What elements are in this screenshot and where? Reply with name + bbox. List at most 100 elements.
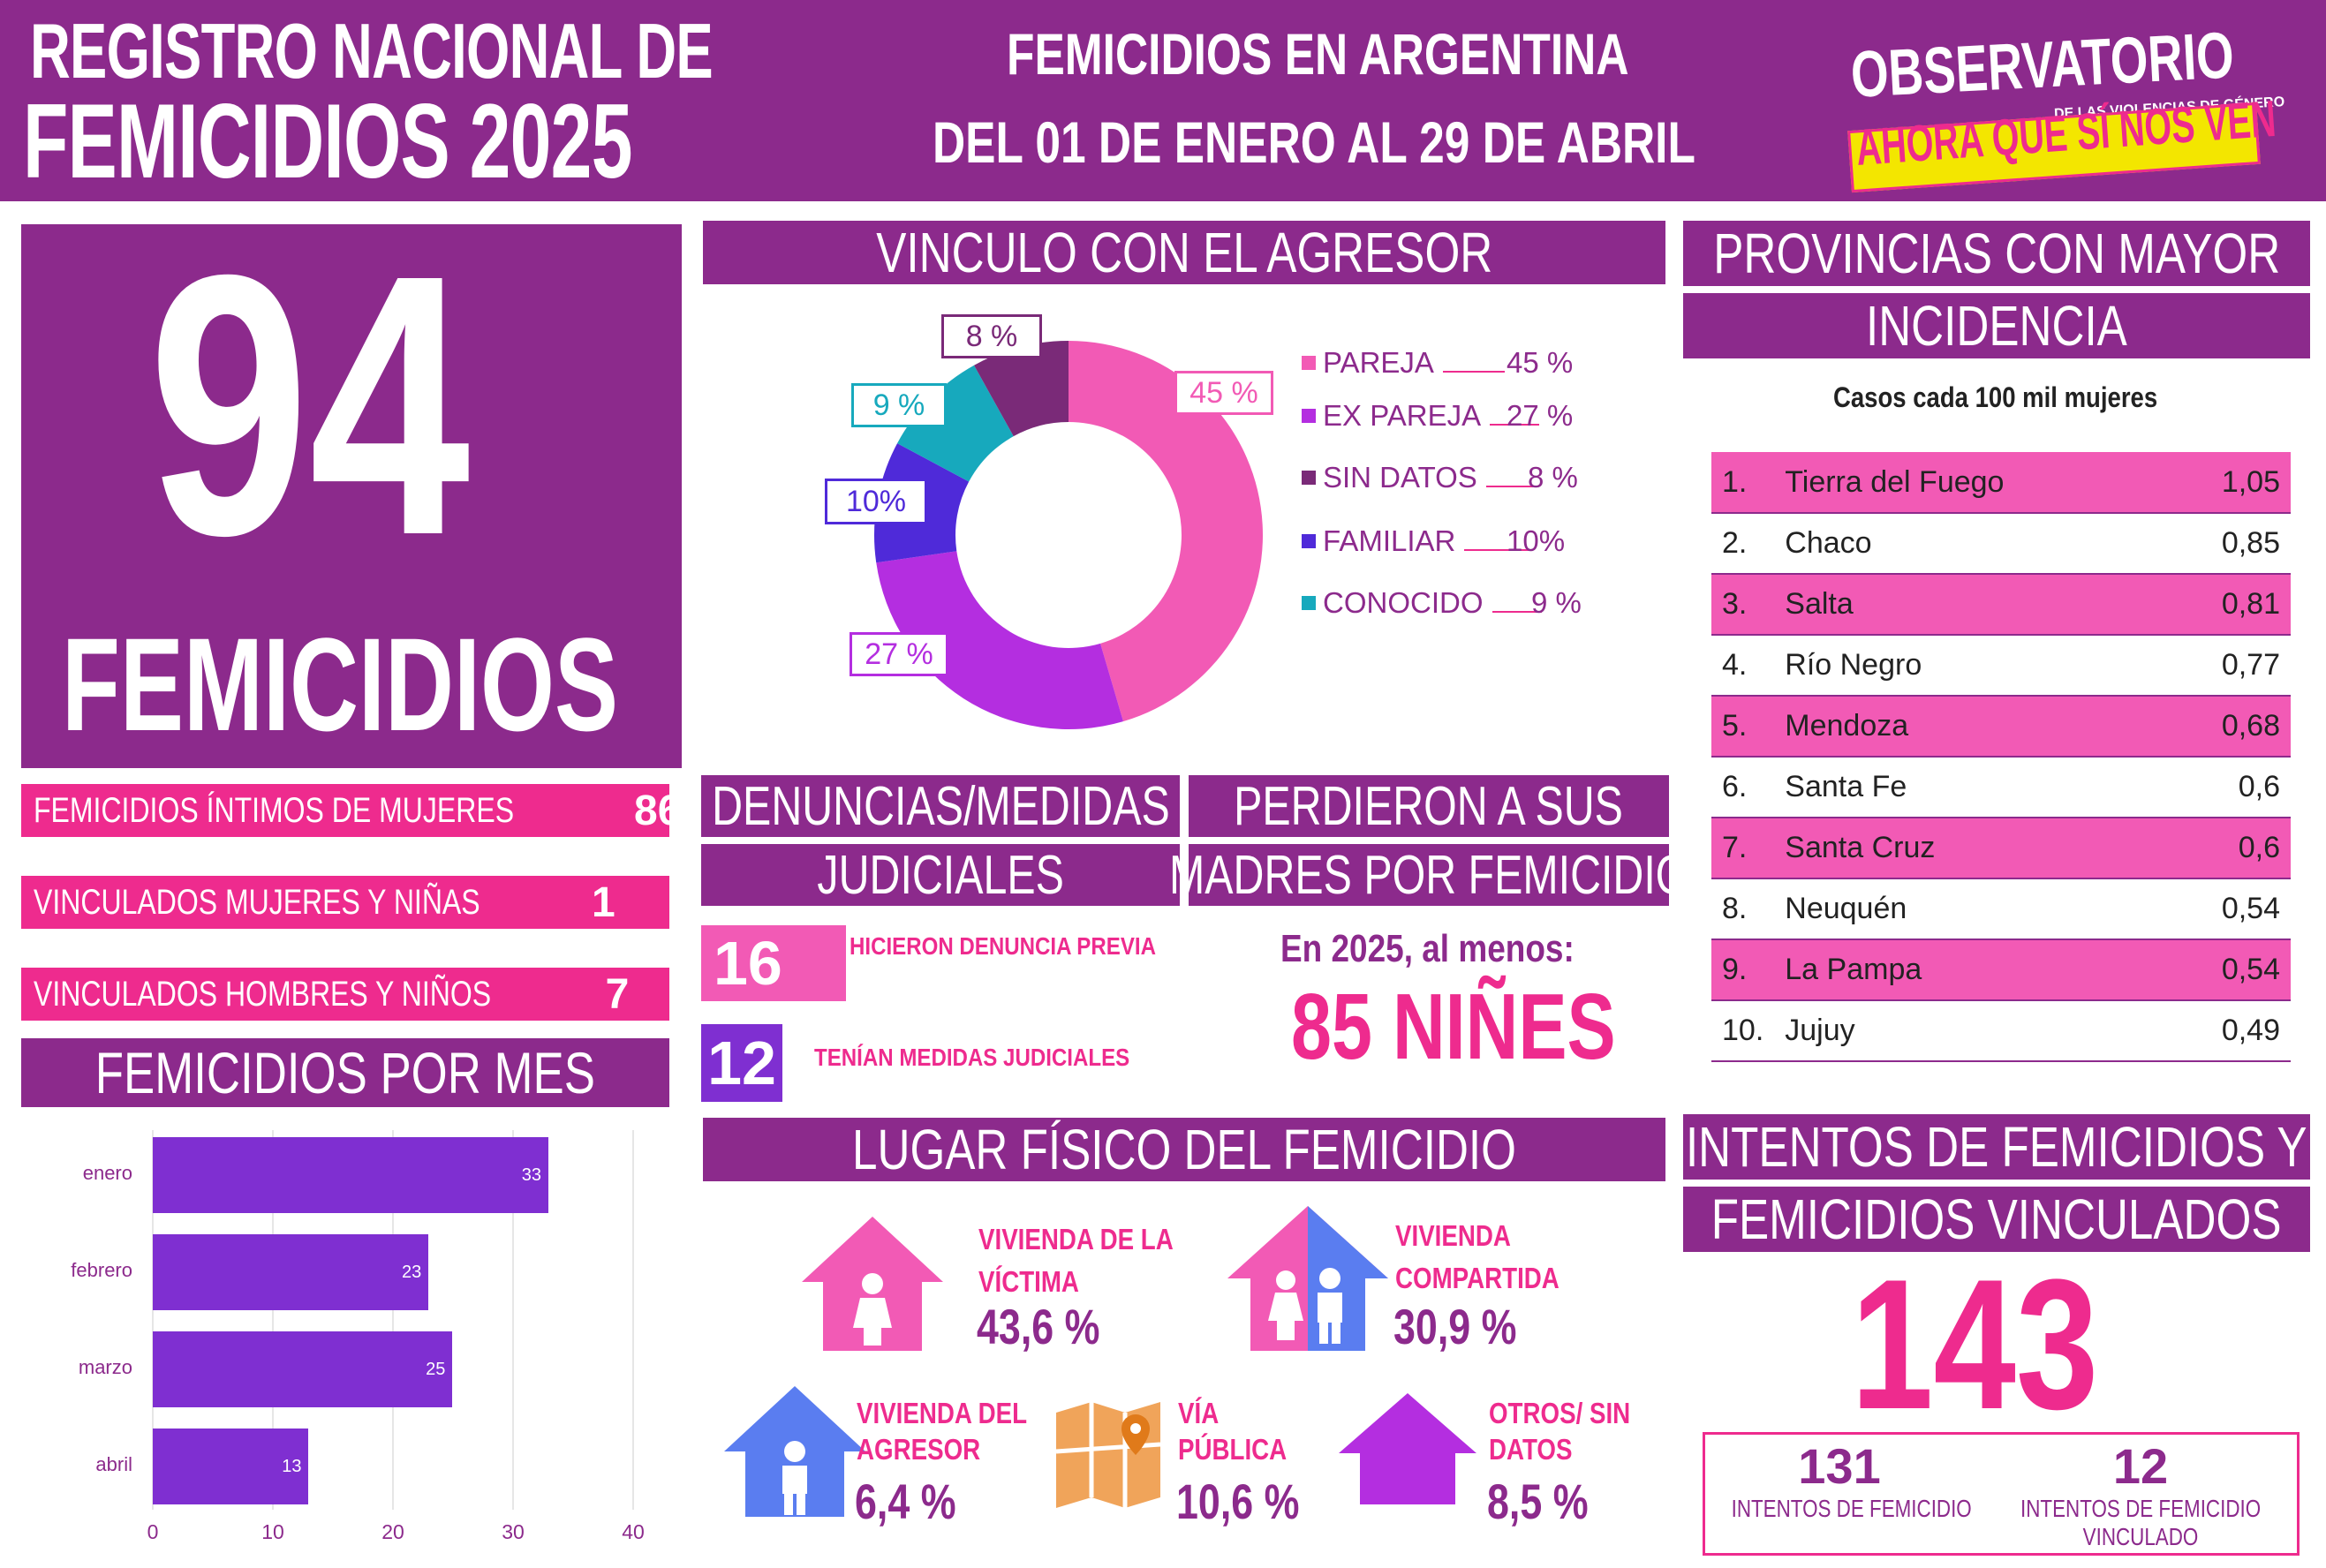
province-value: 0,54 bbox=[2221, 892, 2280, 925]
subtitle-line1: FEMICIDIOS EN ARGENTINA bbox=[1007, 21, 1629, 87]
province-value: 0,81 bbox=[2221, 587, 2280, 621]
lugar-agresor-pct: 6,4 % bbox=[855, 1474, 956, 1529]
province-value: 0,77 bbox=[2221, 648, 2280, 682]
legend-swatch bbox=[1302, 471, 1316, 485]
madres-number-word: NIÑES bbox=[1392, 975, 1616, 1079]
intentos-title-text: INTENTOS DE FEMICIDIOS Y bbox=[1686, 1115, 2307, 1179]
month-bar-abril: 13 bbox=[153, 1429, 309, 1504]
province-name: Santa Cruz bbox=[1785, 831, 1936, 864]
slice-label-pareja: 45 % bbox=[1174, 371, 1273, 415]
month-label-abril: abril bbox=[95, 1453, 132, 1475]
x-tick-20: 20 bbox=[381, 1520, 404, 1543]
lugar-victima-label: VIVIENDA DE LA VÍCTIMA bbox=[978, 1218, 1174, 1303]
province-name: Chaco bbox=[1785, 526, 1872, 560]
lugar-title-text: LUGAR FÍSICO DEL FEMICIDIO bbox=[852, 1118, 1516, 1181]
intentos-label: VINCULADO bbox=[2082, 1523, 2199, 1550]
house-woman-icon bbox=[802, 1217, 943, 1351]
month-bar-marzo: 25 bbox=[153, 1331, 453, 1407]
lugar-label-line: VIVIENDA DEL bbox=[857, 1397, 1028, 1429]
total-number: 94 bbox=[148, 199, 471, 613]
month-bar-value: 25 bbox=[426, 1359, 446, 1379]
house-man-icon bbox=[724, 1386, 865, 1517]
province-rank: 2. bbox=[1722, 526, 1748, 560]
province-rank: 4. bbox=[1722, 648, 1748, 682]
lugar-label-line: OTROS/ SIN bbox=[1489, 1397, 1631, 1429]
breakdown-row-mujeres-ninas: VINCULADOS MUJERES Y NIÑAS 1 bbox=[21, 876, 669, 929]
province-rank: 1. bbox=[1722, 464, 1748, 499]
grid-line-0 bbox=[152, 1130, 154, 1510]
legend-pct: 8 % bbox=[1528, 461, 1578, 494]
legend-swatch bbox=[1302, 356, 1316, 370]
intentos-title-text: FEMICIDIOS VINCULADOS bbox=[1711, 1187, 2282, 1251]
x-tick-10: 10 bbox=[261, 1520, 284, 1543]
x-tick-30: 30 bbox=[502, 1520, 525, 1543]
intentos-label: INTENTOS DE FEMICIDIO bbox=[2020, 1495, 2262, 1522]
province-rank: 5. bbox=[1722, 709, 1748, 743]
grid-line-30 bbox=[512, 1130, 514, 1510]
province-row: 5. Mendoza 0,68 bbox=[1711, 696, 2291, 757]
province-name: Salta bbox=[1785, 587, 1854, 621]
province-name: Mendoza bbox=[1785, 709, 1909, 743]
madres-number-value: 85 bbox=[1291, 975, 1372, 1079]
province-row: 1. Tierra del Fuego 1,05 bbox=[1711, 452, 2291, 513]
legend-leader bbox=[1485, 486, 1536, 487]
breakdown-label: FEMICIDIOS ÍNTIMOS DE MUJERES bbox=[34, 790, 515, 830]
province-value: 1,05 bbox=[2221, 464, 2280, 499]
map-location-icon bbox=[1055, 1402, 1161, 1508]
legend-swatch bbox=[1302, 596, 1316, 610]
legend-familiar: FAMILIAR 10% bbox=[1302, 524, 1565, 558]
province-name: La Pampa bbox=[1785, 953, 1922, 986]
vinculo-donut-chart bbox=[874, 341, 1263, 729]
breakdown-row-intimos: FEMICIDIOS ÍNTIMOS DE MUJERES 86 bbox=[21, 784, 681, 837]
province-name: Río Negro bbox=[1785, 648, 1922, 682]
province-value: 0,85 bbox=[2221, 526, 2280, 560]
intentos-value: 131 bbox=[1798, 1438, 1881, 1494]
grid-line-40 bbox=[632, 1130, 634, 1510]
slice-label-familiar: 10% bbox=[825, 479, 927, 524]
province-rank: 3. bbox=[1722, 587, 1748, 621]
slice-label-sin-datos: 8 % bbox=[941, 314, 1042, 358]
lugar-label-line: VIVIENDA DE LA bbox=[978, 1223, 1174, 1255]
intentos-label: INTENTOS DE FEMICIDIO bbox=[1731, 1495, 1972, 1522]
donut-slice-conocido bbox=[897, 365, 1014, 482]
lugar-otros-pct: 8,5 % bbox=[1487, 1474, 1589, 1529]
lugar-label-line: DATOS bbox=[1489, 1433, 1573, 1466]
legend-label: FAMILIAR bbox=[1323, 524, 1456, 557]
lugar-label-line: VÍA bbox=[1178, 1397, 1220, 1429]
grid-line-20 bbox=[392, 1130, 394, 1510]
monthly-title-text: FEMICIDIOS POR MES bbox=[94, 1040, 596, 1105]
province-value: 0,49 bbox=[2221, 1014, 2280, 1047]
intentos-item-vinculado: 12 INTENTOS DE FEMICIDIO VINCULADO bbox=[1990, 1437, 2291, 1551]
main-title-line2: FEMICIDIOS 2025 bbox=[23, 82, 632, 200]
lugar-label-line: AGRESOR bbox=[857, 1433, 981, 1466]
province-name: Neuquén bbox=[1785, 892, 1907, 925]
denuncias-title-line1: DENUNCIAS/MEDIDAS bbox=[701, 775, 1180, 837]
provincias-title-text: INCIDENCIA bbox=[1866, 294, 2127, 358]
medidas-judiciales-box: 12 bbox=[701, 1024, 782, 1102]
legend-pct: 9 % bbox=[1531, 586, 1582, 619]
slice-label-ex-pareja: 27 % bbox=[850, 632, 948, 676]
province-row: 8. Neuquén 0,54 bbox=[1711, 878, 2291, 939]
month-label-marzo: marzo bbox=[78, 1356, 132, 1378]
denuncias-title-text: DENUNCIAS/MEDIDAS bbox=[711, 775, 1170, 837]
breakdown-value: 7 bbox=[605, 970, 630, 1018]
month-bar-enero: 33 bbox=[153, 1137, 548, 1213]
province-name: Santa Fe bbox=[1785, 770, 1907, 803]
lugar-victima-pct: 43,6 % bbox=[977, 1299, 1100, 1354]
madres-title-text: MADRES POR FEMICIDIO bbox=[1168, 844, 1689, 906]
subtitle-line2: DEL 01 DE ENERO AL 29 DE ABRIL bbox=[933, 109, 1695, 175]
legend-swatch bbox=[1302, 534, 1316, 548]
monthly-title: FEMICIDIOS POR MES bbox=[21, 1038, 669, 1107]
legend-leader bbox=[1442, 371, 1505, 373]
total-label: FEMICIDIOS bbox=[62, 610, 619, 758]
denuncia-previa-value: 16 bbox=[714, 929, 782, 998]
lugar-title: LUGAR FÍSICO DEL FEMICIDIO bbox=[703, 1118, 1665, 1181]
province-value: 0,68 bbox=[2221, 709, 2280, 743]
intentos-total: 143 bbox=[1851, 1240, 2099, 1448]
lugar-compartida-label: VIVIENDA COMPARTIDA bbox=[1395, 1215, 1559, 1300]
denuncias-title-line2: JUDICIALES bbox=[701, 844, 1180, 906]
total-panel bbox=[21, 224, 682, 768]
legend-leader bbox=[1490, 424, 1540, 426]
main-title-line1: REGISTRO NACIONAL DE bbox=[30, 7, 714, 94]
legend-pct: 10% bbox=[1507, 524, 1566, 557]
